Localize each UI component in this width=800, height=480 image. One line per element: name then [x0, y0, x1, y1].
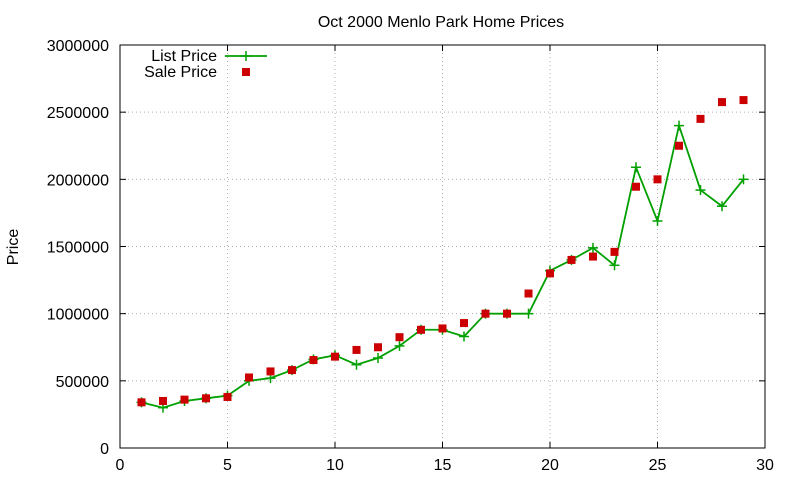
data-point — [589, 252, 597, 261]
data-point — [352, 345, 361, 354]
data-point — [394, 340, 405, 351]
y-axis-label: Price — [5, 229, 22, 266]
data-point — [159, 396, 167, 405]
data-point — [546, 269, 554, 278]
x-tick-label: 10 — [326, 457, 344, 474]
legend-marker — [241, 51, 251, 61]
data-point — [523, 308, 534, 319]
data-point — [567, 255, 576, 264]
chart-title: Oct 2000 Menlo Park Home Prices — [318, 14, 564, 31]
series-sale-price — [137, 96, 748, 407]
data-point — [524, 289, 533, 298]
y-tick-label: 1000000 — [47, 307, 109, 324]
data-point — [609, 260, 620, 271]
x-tick-label: 20 — [541, 457, 559, 474]
data-point — [459, 331, 469, 342]
data-point — [675, 141, 683, 150]
data-point — [223, 392, 232, 401]
data-point — [739, 96, 748, 105]
data-point — [266, 367, 275, 376]
data-point — [288, 366, 296, 375]
data-point — [718, 98, 726, 107]
data-point — [632, 182, 640, 191]
data-point — [631, 162, 641, 173]
y-tick-label: 0 — [100, 441, 109, 458]
data-point — [373, 352, 383, 363]
data-point — [309, 356, 318, 365]
x-tick-label: 15 — [434, 457, 452, 474]
data-point — [610, 247, 619, 256]
data-point — [653, 175, 662, 184]
data-point — [481, 309, 490, 318]
legend-marker — [242, 68, 250, 76]
data-point — [460, 319, 468, 328]
y-tick-label: 500000 — [56, 374, 109, 391]
series-list-price — [136, 120, 749, 413]
data-point — [738, 174, 749, 185]
data-point — [395, 333, 404, 342]
y-tick-label: 2500000 — [47, 105, 109, 122]
axis-ticks: 0 5 10 15 20 25 30 0 500000 1000000 1500000 2000000… — [47, 38, 774, 474]
data-point — [180, 395, 189, 404]
y-tick-label: 3000000 — [47, 38, 109, 55]
data-point — [374, 343, 382, 352]
series-layer — [136, 96, 749, 413]
data-point — [695, 185, 706, 196]
data-point — [438, 324, 447, 333]
y-tick-label: 2000000 — [47, 172, 109, 189]
grid — [120, 45, 765, 448]
data-point — [417, 325, 425, 334]
data-point — [137, 398, 146, 407]
data-point — [351, 359, 362, 370]
data-point — [245, 373, 253, 382]
legend-label: List Price — [151, 48, 217, 65]
data-point — [202, 394, 210, 403]
x-tick-label: 5 — [223, 457, 232, 474]
data-point — [331, 352, 339, 361]
data-point — [696, 114, 705, 123]
data-point — [652, 215, 663, 226]
y-tick-label: 1500000 — [47, 240, 109, 257]
x-tick-label: 30 — [756, 457, 774, 474]
x-tick-label: 25 — [649, 457, 667, 474]
data-point — [717, 201, 727, 212]
data-point — [674, 120, 684, 131]
data-point — [588, 242, 598, 253]
legend-label: Sale Price — [144, 64, 217, 81]
x-tick-label: 0 — [116, 457, 125, 474]
data-point — [503, 309, 511, 318]
